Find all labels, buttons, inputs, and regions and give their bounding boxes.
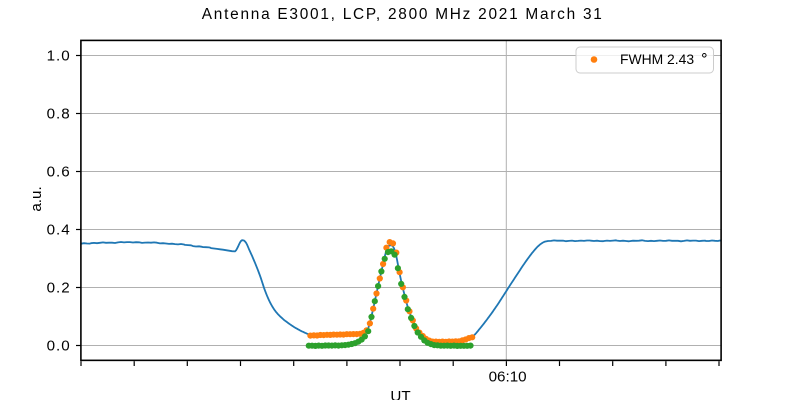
svg-text:0.6: 0.6: [47, 163, 71, 180]
svg-text:06:10: 06:10: [489, 368, 527, 385]
svg-text:FWHM 2.43: FWHM 2.43: [620, 51, 694, 67]
svg-text:UT: UT: [390, 388, 410, 400]
svg-text:0.0: 0.0: [47, 337, 71, 354]
svg-text:0.2: 0.2: [47, 279, 71, 296]
svg-text:0.4: 0.4: [47, 221, 71, 238]
svg-text:0.8: 0.8: [47, 105, 71, 122]
svg-text:Antenna E3001, LCP, 2800 MHz 2: Antenna E3001, LCP, 2800 MHz 2021 March …: [202, 6, 604, 23]
svg-text:1.0: 1.0: [47, 47, 71, 64]
svg-text:a.u.: a.u.: [28, 186, 45, 211]
